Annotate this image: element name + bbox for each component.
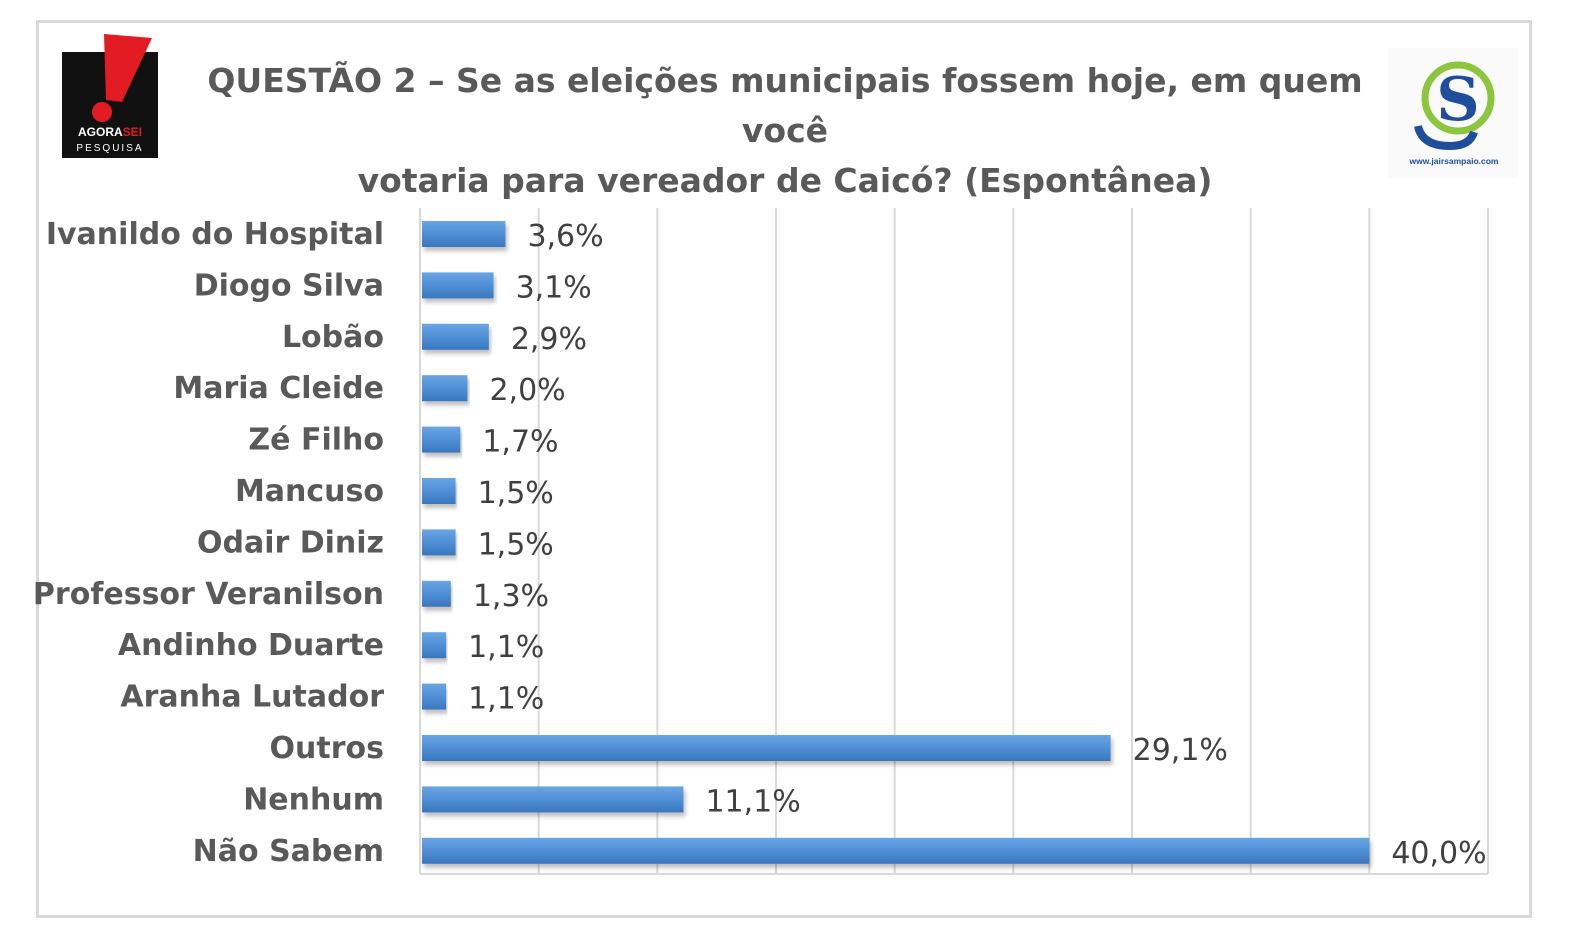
category-label: Andinho Duarte <box>118 628 384 663</box>
bar <box>422 323 489 350</box>
category-label: Maria Cleide <box>173 371 384 406</box>
category-label: Não Sabem <box>193 834 384 869</box>
bar <box>422 375 468 402</box>
category-label: Diogo Silva <box>194 268 384 303</box>
chart-frame <box>36 20 1532 918</box>
bar <box>422 529 456 556</box>
logo-s: S <box>1436 65 1479 135</box>
category-label: Mancuso <box>235 474 384 509</box>
bar <box>422 426 461 453</box>
svg-text:PESQUISA: PESQUISA <box>76 143 143 154</box>
logo-url: www.jairsampaio.com <box>1409 156 1499 166</box>
logo-swoosh <box>1414 124 1478 151</box>
title-line-2: votaria para vereador de Caicó? (Espontâ… <box>357 161 1213 200</box>
category-label: Zé Filho <box>248 423 384 458</box>
bar <box>422 735 1111 761</box>
bar <box>422 786 684 813</box>
category-labels: Ivanildo do Hospital Diogo Silva Lobão Mari… <box>33 217 384 869</box>
data-label: 40,0% <box>1391 836 1486 871</box>
bar <box>422 632 447 659</box>
bar <box>422 221 506 247</box>
category-label: Aranha Lutador <box>120 680 384 715</box>
jairsampaio-logo: S www.jairsampaio.com <box>1388 48 1518 178</box>
category-label: Lobão <box>282 320 384 355</box>
data-label: 1,5% <box>478 476 554 511</box>
bars <box>422 221 1370 864</box>
category-label: Odair Diniz <box>197 525 384 560</box>
data-label: 11,1% <box>705 784 800 819</box>
data-label: 1,3% <box>473 579 549 614</box>
bar <box>422 272 494 299</box>
data-label: 3,6% <box>527 219 603 254</box>
category-label: Professor Veranilson <box>33 577 384 612</box>
data-label: 2,0% <box>489 373 565 408</box>
data-labels: 3,6% 3,1% 2,9% 2,0% 1,7% 1,5% 1,5% 1,3% 1,1% 1,1%… <box>468 219 1487 871</box>
data-label: 1,1% <box>468 682 544 717</box>
bar <box>422 683 447 710</box>
bar <box>422 580 451 607</box>
agorasei-logo: AGORASEI PESQUISA <box>62 34 158 158</box>
bar <box>422 478 456 504</box>
category-label: Ivanildo do Hospital <box>46 217 384 252</box>
svg-text:AGORASEI: AGORASEI <box>78 125 142 139</box>
chart-title: QUESTÃO 2 – Se as eleições municipais fo… <box>190 56 1380 206</box>
category-label: Nenhum <box>243 782 384 817</box>
bar <box>422 837 1370 864</box>
category-label: Outros <box>270 731 384 766</box>
data-label: 1,1% <box>468 630 544 665</box>
data-label: 3,1% <box>516 270 592 305</box>
title-line-1: QUESTÃO 2 – Se as eleições municipais fo… <box>207 61 1363 150</box>
data-label: 1,7% <box>482 425 558 460</box>
gridlines <box>419 208 1489 875</box>
data-label: 2,9% <box>511 322 587 357</box>
data-label: 1,5% <box>478 527 554 562</box>
data-label: 29,1% <box>1133 733 1228 768</box>
logo-ring <box>1421 61 1495 135</box>
exclamation-icon <box>92 34 152 122</box>
